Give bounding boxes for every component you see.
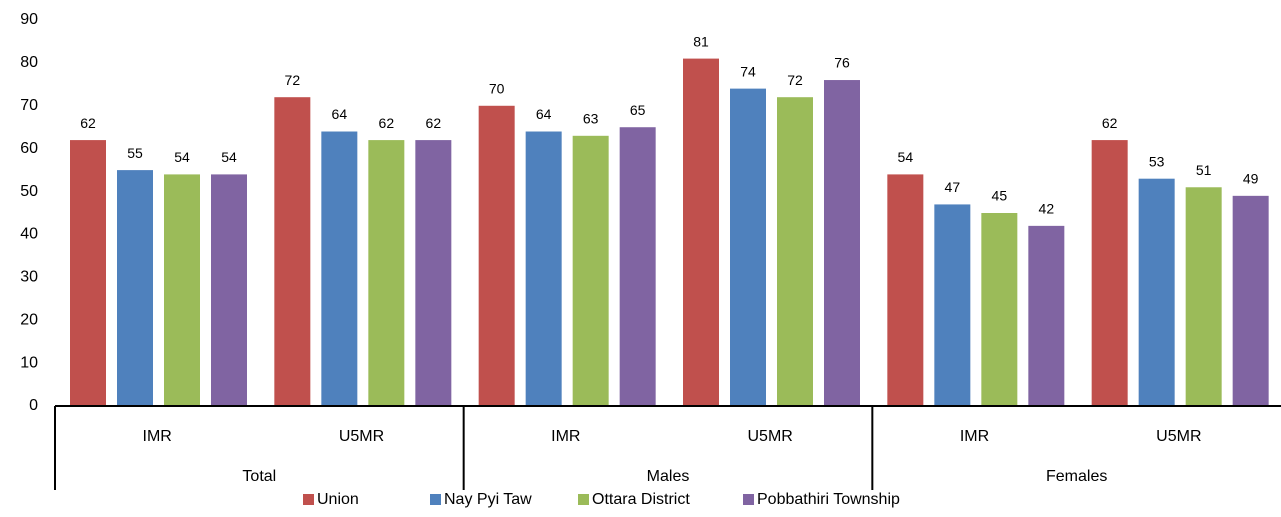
data-label: 72 (285, 72, 301, 88)
bar (981, 213, 1018, 406)
data-label: 81 (693, 33, 709, 49)
data-label: 62 (1102, 115, 1118, 131)
data-label: 42 (1039, 201, 1055, 217)
bar (321, 131, 358, 406)
data-label: 64 (332, 106, 348, 122)
bar (415, 140, 452, 407)
bar (1028, 225, 1065, 406)
y-tick-label: 10 (20, 354, 38, 371)
group-label: Males (647, 468, 690, 485)
data-label: 54 (898, 149, 914, 165)
bar (70, 140, 106, 407)
bar (478, 105, 515, 407)
legend-swatch (578, 494, 589, 505)
bar (730, 88, 766, 406)
data-label: 62 (80, 115, 96, 131)
bar (683, 58, 719, 406)
y-tick-label: 50 (20, 183, 38, 200)
data-label: 47 (945, 179, 961, 195)
legend-label: Pobbathiri Township (757, 491, 900, 508)
bar (777, 97, 813, 406)
data-label: 54 (174, 149, 190, 165)
legend-label: Nay Pyi Taw (444, 491, 532, 508)
legend-swatch (743, 494, 754, 505)
data-label: 49 (1243, 171, 1259, 187)
bar (368, 140, 405, 407)
bar (211, 174, 247, 406)
x-tick-label: IMR (143, 428, 172, 445)
legend-label: Union (317, 491, 359, 508)
x-tick-label: U5MR (1156, 428, 1201, 445)
y-tick-label: 90 (20, 11, 38, 28)
x-tick-label: IMR (960, 428, 989, 445)
bar (274, 97, 311, 406)
data-label: 51 (1196, 162, 1212, 178)
bar (619, 127, 656, 406)
x-tick-label: U5MR (747, 428, 792, 445)
data-label: 45 (992, 188, 1008, 204)
x-tick-label: IMR (551, 428, 580, 445)
data-label: 54 (221, 149, 237, 165)
bar (934, 204, 971, 406)
x-tick-label: U5MR (339, 428, 384, 445)
bar (1091, 140, 1128, 407)
y-tick-label: 30 (20, 269, 38, 286)
y-tick-label: 70 (20, 97, 38, 114)
bar (164, 174, 200, 406)
y-tick-label: 60 (20, 140, 38, 157)
group-label: Females (1046, 468, 1107, 485)
legend-swatch (430, 494, 441, 505)
data-label: 62 (426, 115, 442, 131)
bar (572, 135, 609, 407)
y-tick-label: 20 (20, 311, 38, 328)
data-label: 74 (740, 63, 756, 79)
bar (887, 174, 924, 406)
bar (824, 80, 860, 407)
legend-swatch (303, 494, 314, 505)
data-label: 63 (583, 111, 599, 127)
group-label: Total (242, 468, 276, 485)
bar (1185, 187, 1222, 406)
data-label: 76 (834, 55, 850, 71)
data-label: 64 (536, 106, 552, 122)
y-tick-label: 80 (20, 54, 38, 71)
bar (1138, 178, 1175, 406)
bar (525, 131, 562, 406)
data-label: 55 (127, 145, 143, 161)
y-tick-label: 40 (20, 226, 38, 243)
data-label: 72 (787, 72, 803, 88)
legend-label: Ottara District (592, 491, 690, 508)
data-label: 65 (630, 102, 646, 118)
data-label: 62 (379, 115, 395, 131)
data-label: 70 (489, 80, 505, 96)
y-tick-label: 0 (29, 397, 38, 414)
bar (1232, 195, 1269, 406)
bar (117, 170, 153, 406)
data-label: 53 (1149, 153, 1165, 169)
